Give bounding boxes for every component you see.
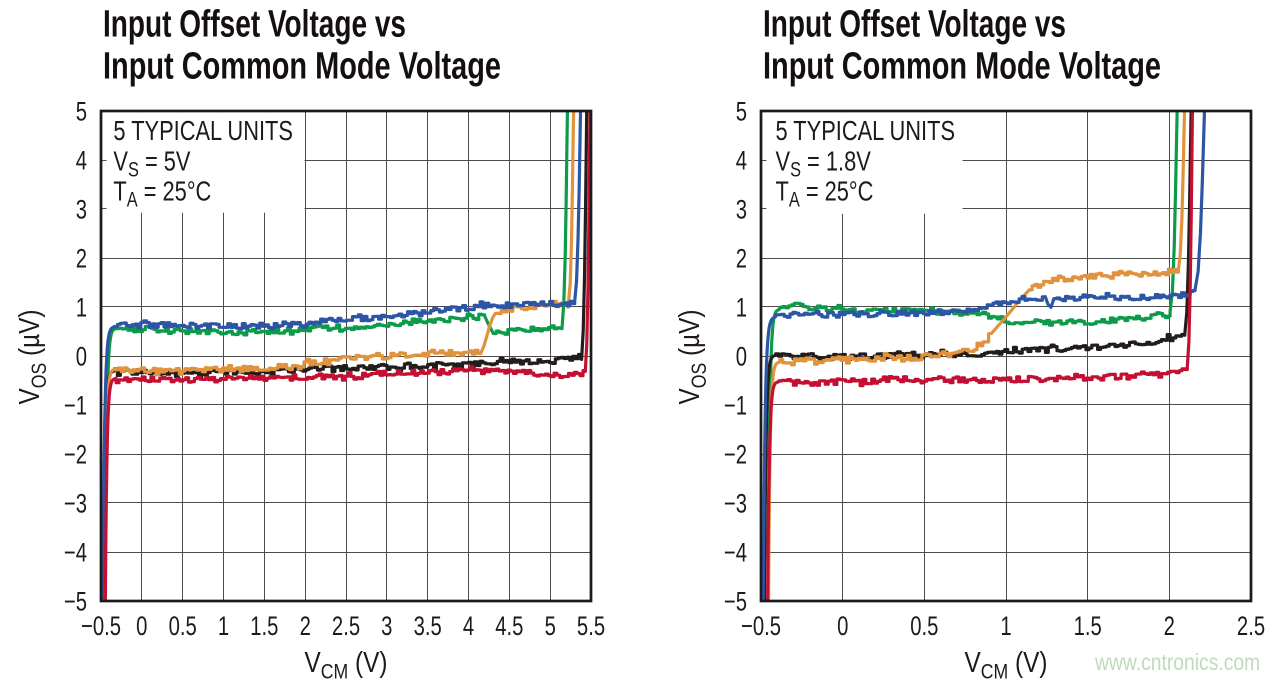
svg-text:VOS (µV): VOS (µV) [673,310,711,405]
svg-text:5 TYPICAL UNITS: 5 TYPICAL UNITS [776,116,956,147]
svg-text:5: 5 [736,97,747,128]
svg-text:Input Offset Voltage vs: Input Offset Voltage vs [103,3,406,45]
svg-text:VS = 1.8V: VS = 1.8V [776,146,871,181]
svg-text:0.5: 0.5 [169,611,197,642]
svg-text:5: 5 [76,97,87,128]
svg-text:0: 0 [837,611,848,642]
svg-text:4: 4 [736,146,747,177]
svg-text:1.5: 1.5 [250,611,278,642]
svg-text:2.5: 2.5 [1237,611,1265,642]
svg-text:1: 1 [218,611,229,642]
svg-text:2: 2 [300,611,311,642]
svg-text:Input Common Mode Voltage: Input Common Mode Voltage [763,45,1161,87]
svg-text:−5: −5 [64,587,87,618]
svg-text:Input Offset Voltage vs: Input Offset Voltage vs [763,3,1066,45]
svg-text:1: 1 [1000,611,1011,642]
svg-text:0: 0 [736,342,747,373]
svg-text:−0.5: −0.5 [741,611,781,642]
svg-text:3.5: 3.5 [414,611,442,642]
svg-text:5 TYPICAL UNITS: 5 TYPICAL UNITS [113,116,293,147]
svg-text:3: 3 [736,195,747,226]
svg-text:www.cntronics.com: www.cntronics.com [1094,651,1260,676]
svg-text:−4: −4 [64,538,87,569]
svg-text:5: 5 [545,611,556,642]
svg-text:Input Common Mode Voltage: Input Common Mode Voltage [103,45,501,87]
svg-text:1: 1 [76,293,87,324]
svg-text:−2: −2 [724,440,747,471]
svg-text:0: 0 [136,611,147,642]
svg-text:VOS (µV): VOS (µV) [13,310,51,405]
svg-text:−2: −2 [64,440,87,471]
svg-text:−1: −1 [64,391,87,422]
svg-text:−0.5: −0.5 [81,611,121,642]
svg-text:−1: −1 [724,391,747,422]
svg-text:1.5: 1.5 [1074,611,1102,642]
svg-text:2: 2 [736,244,747,275]
svg-text:3: 3 [76,195,87,226]
svg-text:0: 0 [76,342,87,373]
svg-text:3: 3 [381,611,392,642]
svg-text:5.5: 5.5 [577,611,605,642]
svg-text:−3: −3 [724,489,747,520]
svg-text:VS = 5V: VS = 5V [113,146,190,181]
svg-text:0.5: 0.5 [910,611,938,642]
svg-text:−5: −5 [724,587,747,618]
svg-text:−3: −3 [64,489,87,520]
svg-text:4.5: 4.5 [495,611,523,642]
svg-text:2: 2 [76,244,87,275]
svg-text:4: 4 [463,611,474,642]
svg-text:2: 2 [1164,611,1175,642]
svg-text:−4: −4 [724,538,747,569]
svg-text:2.5: 2.5 [332,611,360,642]
svg-text:1: 1 [736,293,747,324]
svg-text:4: 4 [76,146,87,177]
